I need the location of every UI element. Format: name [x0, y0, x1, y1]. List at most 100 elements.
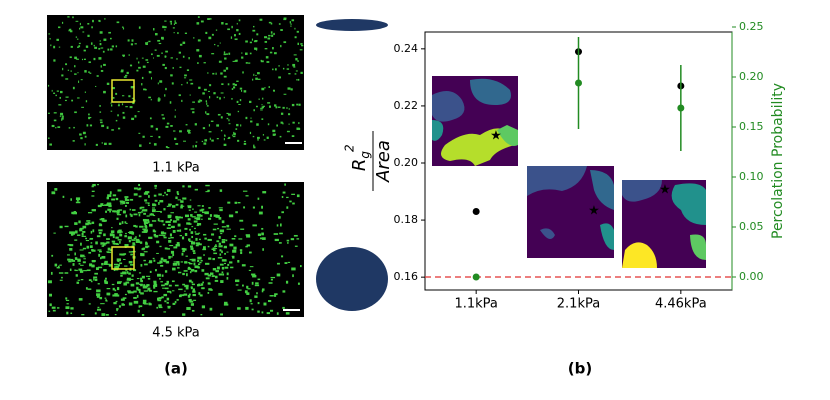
speckle [78, 220, 81, 224]
speckle [284, 262, 288, 264]
speckle [235, 211, 238, 214]
speckle [106, 263, 110, 265]
speckle [86, 220, 91, 222]
speckle [164, 20, 167, 22]
speckle [187, 266, 191, 270]
speckle [118, 209, 123, 211]
speckle [74, 239, 78, 241]
speckle [125, 205, 127, 207]
speckle [224, 301, 228, 305]
speckle [133, 296, 137, 299]
speckle [82, 230, 86, 233]
speckle [112, 96, 115, 99]
speckle [249, 299, 252, 303]
speckle [129, 106, 133, 109]
speckle [80, 264, 84, 266]
speckle [145, 42, 148, 45]
speckle [274, 104, 277, 107]
speckle [106, 82, 110, 85]
speckle [106, 241, 110, 244]
speckle [291, 135, 295, 138]
speckle [201, 140, 204, 143]
speckle [109, 191, 112, 195]
speckle [180, 205, 183, 209]
speckle [139, 225, 144, 228]
speckle [166, 297, 170, 301]
speckle [88, 71, 91, 73]
speckle [250, 120, 253, 123]
y-tick-label: 0.20 [394, 156, 419, 169]
speckle [93, 57, 96, 61]
speckle [289, 200, 292, 203]
speckle [197, 205, 201, 207]
speckle [267, 300, 272, 303]
speckle [218, 217, 222, 220]
speckle [145, 275, 151, 277]
speckle [164, 26, 167, 29]
speckle [162, 195, 165, 197]
speckle [163, 236, 167, 239]
speckle [172, 267, 176, 271]
speckle [252, 135, 255, 138]
speckle [204, 237, 207, 240]
speckle [292, 274, 294, 278]
speckle [171, 205, 176, 208]
speckle [187, 294, 191, 298]
speckle [193, 250, 195, 253]
speckle [185, 255, 188, 257]
speckle [283, 18, 287, 21]
speckle [182, 283, 186, 286]
speckle [247, 288, 251, 290]
speckle [296, 194, 300, 198]
speckle [201, 218, 203, 220]
speckle [228, 136, 231, 139]
speckle [197, 259, 200, 263]
speckle [166, 280, 169, 284]
speckle [205, 100, 207, 103]
speckle [268, 34, 271, 37]
speckle [209, 214, 212, 217]
speckle [153, 28, 155, 31]
speckle [117, 239, 122, 241]
speckle [72, 232, 77, 234]
speckle [148, 260, 153, 263]
speckle [48, 310, 51, 312]
speckle [226, 53, 228, 55]
speckle [173, 130, 176, 132]
speckle [224, 262, 227, 265]
speckle [179, 130, 182, 133]
speckle [204, 272, 209, 276]
speckle [74, 73, 77, 75]
speckle [208, 131, 212, 133]
speckle [239, 87, 243, 90]
speckle [145, 242, 148, 245]
speckle [69, 28, 72, 32]
speckle [190, 231, 194, 234]
speckle [178, 271, 182, 274]
speckle [245, 40, 248, 43]
speckle [187, 205, 192, 207]
speckle [61, 117, 64, 120]
speckle [294, 73, 297, 75]
speckle [145, 88, 147, 91]
speckle [191, 258, 196, 262]
speckle [56, 90, 59, 92]
speckle [253, 40, 257, 43]
speckle [109, 233, 113, 237]
speckle [218, 242, 221, 245]
speckle [166, 189, 171, 192]
speckle [158, 220, 162, 222]
speckle [209, 137, 211, 141]
speckle [160, 257, 164, 261]
speckle [194, 227, 196, 230]
speckle [155, 127, 158, 131]
speckle [130, 253, 133, 256]
speckle [208, 257, 212, 260]
speckle [164, 94, 166, 97]
speckle [147, 220, 150, 224]
speckle [130, 214, 133, 217]
speckle [65, 63, 68, 66]
y-label-den: Area [373, 140, 394, 183]
speckle [103, 269, 107, 272]
speckle [141, 76, 144, 80]
